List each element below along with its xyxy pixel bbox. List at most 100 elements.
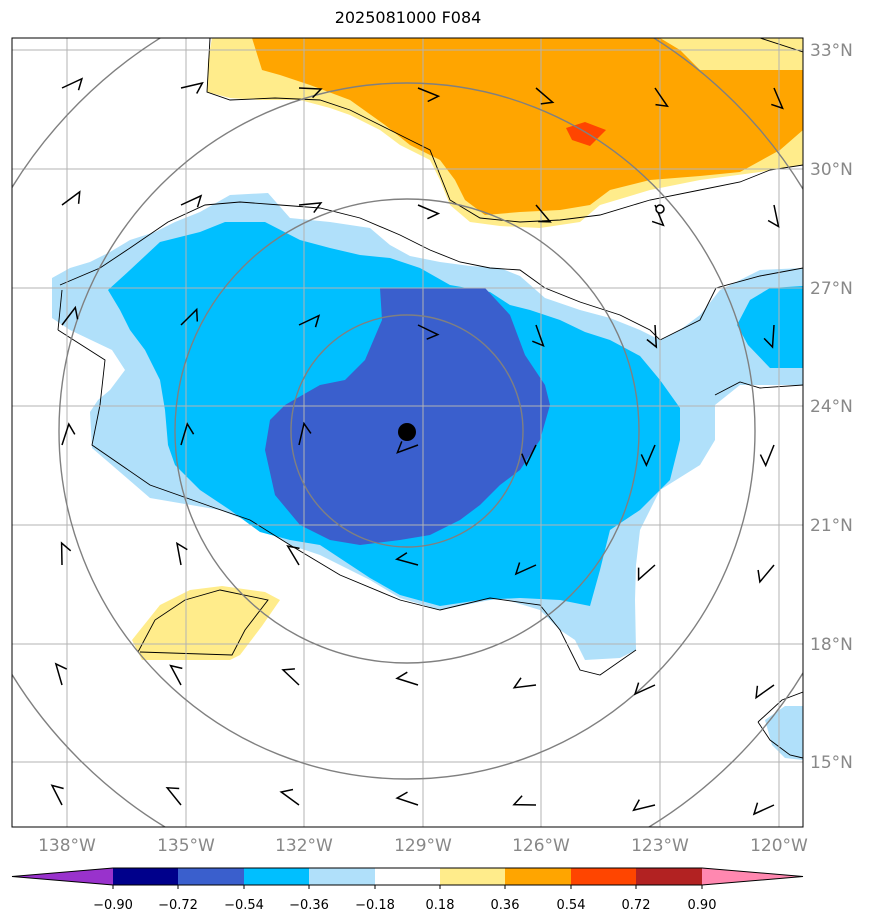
lat-label: 21°N	[810, 516, 853, 536]
colorbar-segment	[505, 868, 571, 885]
lon-label: 132°W	[275, 836, 333, 856]
wind-barb	[281, 668, 300, 686]
wind-barb	[180, 307, 199, 326]
wind-barb	[169, 664, 183, 686]
colorbar-segment	[12, 868, 113, 885]
colorbar-tick: 0.18	[426, 898, 455, 913]
lat-label: 30°N	[810, 160, 853, 180]
wind-barb	[165, 786, 182, 806]
wind-barb	[61, 77, 84, 91]
longitude-labels: 138°W 135°W 132°W 129°W 126°W 123°W 120°…	[38, 836, 808, 856]
wind-barb	[180, 194, 203, 208]
lon-label: 126°W	[512, 836, 570, 856]
colorbar-segment	[309, 868, 375, 885]
range-rings	[12, 38, 803, 827]
colorbar-tick: 0.72	[622, 898, 651, 913]
graticule	[12, 38, 803, 827]
contour-fill-medium-blue	[265, 288, 550, 545]
colorbar-tick: −0.90	[93, 898, 133, 913]
wind-barb	[394, 552, 419, 566]
wind-barb	[180, 422, 195, 446]
colorbar-segment	[571, 868, 636, 885]
contour-fill-red-orange	[566, 122, 606, 146]
wind-barb	[514, 562, 537, 576]
wind-barb	[633, 682, 656, 696]
map-title: 2025081000 F084	[334, 8, 482, 27]
colorbar-tick: −0.18	[355, 898, 395, 913]
colorbar-tick: 0.90	[688, 898, 717, 913]
wind-barb	[417, 324, 440, 340]
colorbar-segment	[702, 868, 803, 885]
wind-barb	[50, 784, 64, 806]
wind-barb	[395, 791, 419, 806]
colorbar-tick: 0.36	[491, 898, 520, 913]
lat-label: 27°N	[810, 279, 853, 299]
wind-barb	[763, 324, 775, 349]
wind-barb	[61, 422, 76, 446]
wind-barb	[637, 564, 656, 582]
wind-barb	[298, 314, 321, 328]
contour-fill-orange	[252, 38, 803, 215]
wind-barb	[771, 87, 784, 110]
wind-barb	[396, 441, 419, 454]
contour-fill-yellow-southwest	[132, 586, 280, 660]
wind-barb	[417, 204, 441, 220]
lon-label: 123°W	[631, 836, 689, 856]
colorbar-tick: 0.54	[557, 898, 586, 913]
map-plot-area	[12, 38, 803, 827]
colorbar-tick-labels: −0.90 −0.72 −0.54 −0.36 −0.18 0.18 0.36 …	[93, 898, 716, 913]
wind-barb	[175, 541, 188, 566]
wind-barb	[535, 87, 555, 105]
wind-barb	[395, 671, 419, 686]
station-marker	[655, 204, 665, 214]
wind-barb	[759, 444, 775, 468]
wind-barb	[417, 87, 441, 103]
wind-barbs	[50, 77, 784, 816]
wind-barb	[279, 788, 300, 806]
map-frame	[11, 37, 804, 828]
wind-barb	[767, 204, 780, 228]
wind-barb	[298, 201, 323, 214]
wind-barb	[632, 799, 656, 812]
colorbar-segment	[440, 868, 505, 885]
wind-barb	[640, 444, 656, 468]
wind-barb	[532, 324, 545, 348]
wind-barb	[180, 81, 204, 94]
lat-label: 24°N	[810, 397, 853, 417]
wind-barb	[512, 677, 537, 689]
wind-barb	[757, 564, 775, 584]
wind-barb	[298, 87, 323, 99]
wind-barb	[654, 87, 669, 108]
wind-barb	[61, 305, 79, 326]
lat-label: 33°N	[810, 41, 853, 61]
lon-label: 135°W	[157, 836, 215, 856]
lon-label: 138°W	[38, 836, 96, 856]
contour-fill-light-blue-east	[737, 286, 803, 368]
wind-barb	[60, 541, 72, 566]
lat-label: 15°N	[810, 753, 853, 773]
wind-barb	[512, 795, 537, 806]
wind-barb	[752, 802, 775, 816]
wind-barb	[298, 421, 312, 446]
colorbar-segment	[178, 868, 244, 885]
wind-barb	[646, 324, 658, 349]
lat-label: 18°N	[810, 635, 853, 655]
colorbar-tick: −0.36	[289, 898, 329, 913]
storm-center-marker	[398, 423, 416, 441]
colorbar	[11, 867, 804, 889]
lon-label: 129°W	[394, 836, 452, 856]
colorbar-tick: −0.54	[224, 898, 264, 913]
colorbar-segment	[113, 868, 178, 885]
colorbar-segment	[244, 868, 309, 885]
wind-barb	[54, 662, 68, 686]
colorbar-segment	[636, 868, 702, 885]
latitude-labels: 33°N 30°N 27°N 24°N 21°N 18°N 15°N	[810, 41, 853, 773]
contour-fill-very-light-blue-east	[765, 706, 803, 760]
wind-barb	[755, 684, 775, 700]
colorbar-segment	[375, 868, 440, 885]
wind-barb	[521, 444, 537, 467]
wind-barb	[61, 190, 81, 206]
wind-barb	[535, 204, 552, 223]
colorbar-tick: −0.72	[158, 898, 198, 913]
